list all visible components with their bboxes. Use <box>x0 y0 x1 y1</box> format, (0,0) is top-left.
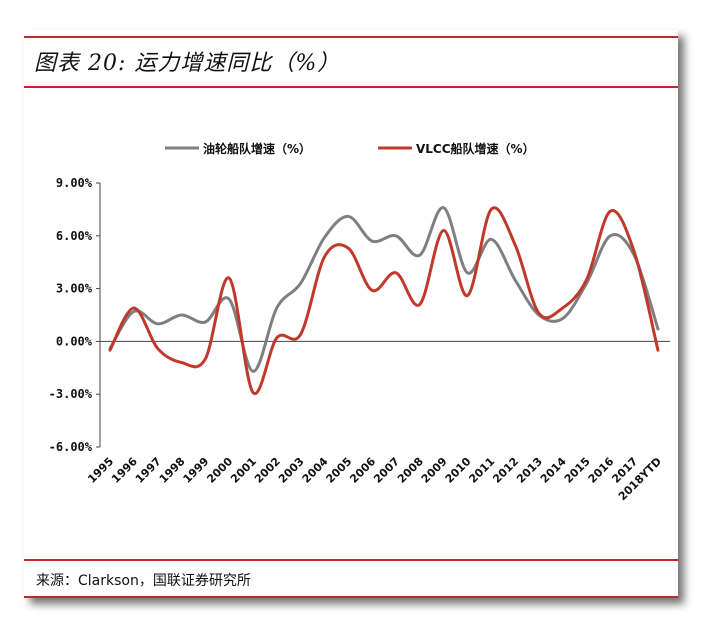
y-tick-label: -6.00% <box>49 440 93 454</box>
x-tick-label: 2001 <box>228 455 259 486</box>
series-line-vlcc-fleet <box>108 206 660 396</box>
title-top-rule <box>24 36 678 38</box>
y-tick-label: 0.00% <box>56 334 93 348</box>
x-tick-label: 2009 <box>419 455 450 486</box>
source-bottom-rule <box>24 596 678 598</box>
legend-label: 油轮船队增速（%） <box>203 141 311 156</box>
series-line-tanker-fleet <box>108 206 660 373</box>
y-tick-label: 9.00% <box>56 176 93 190</box>
x-tick-label: 2011 <box>466 455 497 486</box>
x-tick-label: 2004 <box>300 455 331 486</box>
source-note: 来源：Clarkson，国联证券研究所 <box>36 573 251 589</box>
x-tick-label: 2003 <box>276 455 307 486</box>
chart-series <box>108 206 660 396</box>
title-bottom-rule <box>24 86 678 88</box>
source-top-rule <box>24 559 678 561</box>
legend-label: VLCC船队增速（%） <box>416 141 535 156</box>
x-tick-label: 2005 <box>324 455 355 486</box>
x-tick-label: 2010 <box>443 455 474 486</box>
x-tick-label: 2002 <box>252 455 283 486</box>
y-tick-label: -3.00% <box>49 387 93 401</box>
x-tick-label: 1997 <box>133 455 164 486</box>
figure-title: 图表 20: 运力增速同比（%） <box>34 51 341 76</box>
x-tick-label: 2008 <box>395 455 426 486</box>
x-tick-label: 2007 <box>371 455 402 486</box>
x-tick-label: 2006 <box>347 455 378 486</box>
x-tick-label: 1999 <box>181 455 212 486</box>
x-tick-label: 2000 <box>204 455 235 486</box>
x-tick-label: 2015 <box>562 455 593 486</box>
x-tick-label: 2013 <box>514 455 545 486</box>
x-tick-label: 2016 <box>586 455 617 486</box>
x-tick-label: 1995 <box>85 455 116 486</box>
chart-legend: 油轮船队增速（%） VLCC船队增速（%） <box>165 141 535 156</box>
y-tick-label: 6.00% <box>56 229 93 243</box>
y-tick-label: 3.00% <box>56 282 93 296</box>
x-tick-label: 2012 <box>490 455 521 486</box>
x-tick-label: 2014 <box>538 455 569 486</box>
x-tick-label: 1996 <box>109 455 140 486</box>
x-tick-label: 1998 <box>157 455 188 486</box>
